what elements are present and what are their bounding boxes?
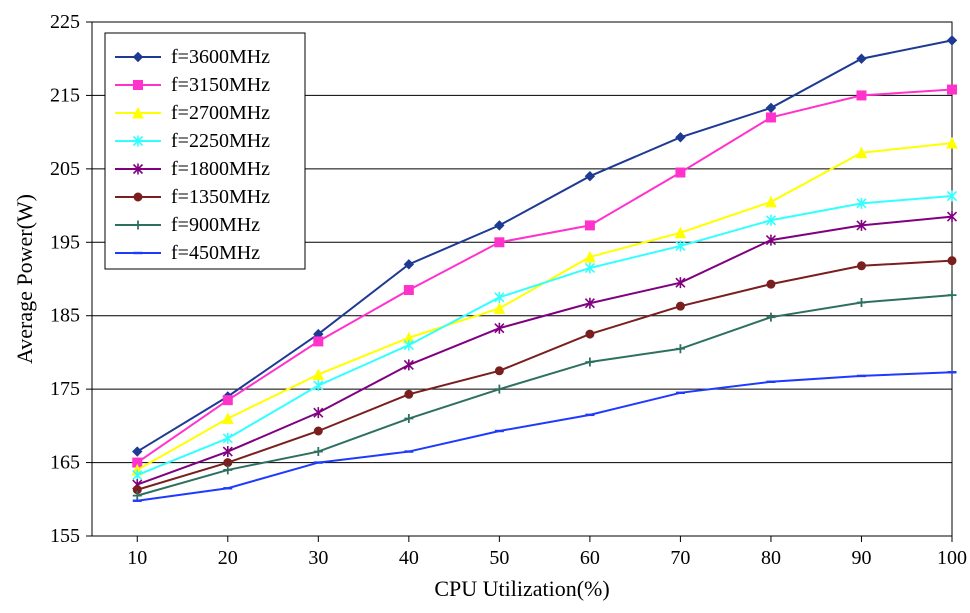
legend-label: f=1350MHz	[171, 186, 270, 208]
x-tick-label: 60	[580, 547, 600, 569]
x-tick-label: 20	[218, 547, 238, 569]
legend-label: f=3600MHz	[171, 46, 270, 68]
x-tick-label: 90	[851, 547, 871, 569]
chart-container: 10 20 30 40 50 60 70 80 90 100 155 165 175 185 195 205 2…	[0, 0, 970, 613]
marker-square	[314, 337, 323, 346]
legend-label: f=1800MHz	[171, 158, 270, 180]
x-tick-label: 30	[308, 547, 328, 569]
marker-circle	[495, 367, 503, 375]
y-tick-label: 155	[50, 525, 80, 547]
x-tick-label: 100	[937, 547, 967, 569]
marker-circle	[948, 257, 956, 265]
y-tick-label: 195	[50, 231, 80, 253]
marker-square	[495, 238, 504, 247]
marker-circle	[767, 280, 775, 288]
marker-square	[857, 91, 866, 100]
line-chart: 10 20 30 40 50 60 70 80 90 100 155 165 175 185 195 205 2…	[0, 0, 970, 613]
marker-square	[948, 85, 957, 94]
legend-label: f=2250MHz	[171, 130, 270, 152]
marker-circle	[314, 427, 322, 435]
legend-label: f=450MHz	[171, 242, 260, 264]
y-tick-label: 185	[50, 305, 80, 327]
marker-square	[585, 221, 594, 230]
y-tick-label: 165	[50, 452, 80, 474]
marker-circle	[405, 390, 413, 398]
marker-circle	[676, 302, 684, 310]
marker-square	[223, 396, 232, 405]
x-tick-label: 70	[670, 547, 690, 569]
legend: f=3600MHz f=3150MHz f=2700MHz f=2250MHz f=18…	[105, 33, 305, 269]
x-tick-label: 50	[489, 547, 509, 569]
marker-square	[676, 168, 685, 177]
x-tick-label: 80	[761, 547, 781, 569]
marker-circle	[586, 330, 594, 338]
marker-square	[766, 113, 775, 122]
legend-label: f=900MHz	[171, 214, 260, 236]
marker-circle	[857, 262, 865, 270]
x-tick-label: 40	[399, 547, 419, 569]
y-tick-label: 175	[50, 378, 80, 400]
y-axis-label: Average Power(W)	[12, 194, 37, 364]
x-tick-label: 10	[127, 547, 147, 569]
marker-square	[134, 81, 143, 90]
marker-circle	[224, 459, 232, 467]
y-tick-label: 225	[50, 11, 80, 33]
y-tick-label: 215	[50, 84, 80, 106]
legend-label: f=2700MHz	[171, 102, 270, 124]
marker-circle	[134, 193, 142, 201]
x-axis-label: CPU Utilization(%)	[434, 576, 609, 601]
marker-square	[404, 286, 413, 295]
y-tick-label: 205	[50, 158, 80, 180]
legend-label: f=3150MHz	[171, 74, 270, 96]
